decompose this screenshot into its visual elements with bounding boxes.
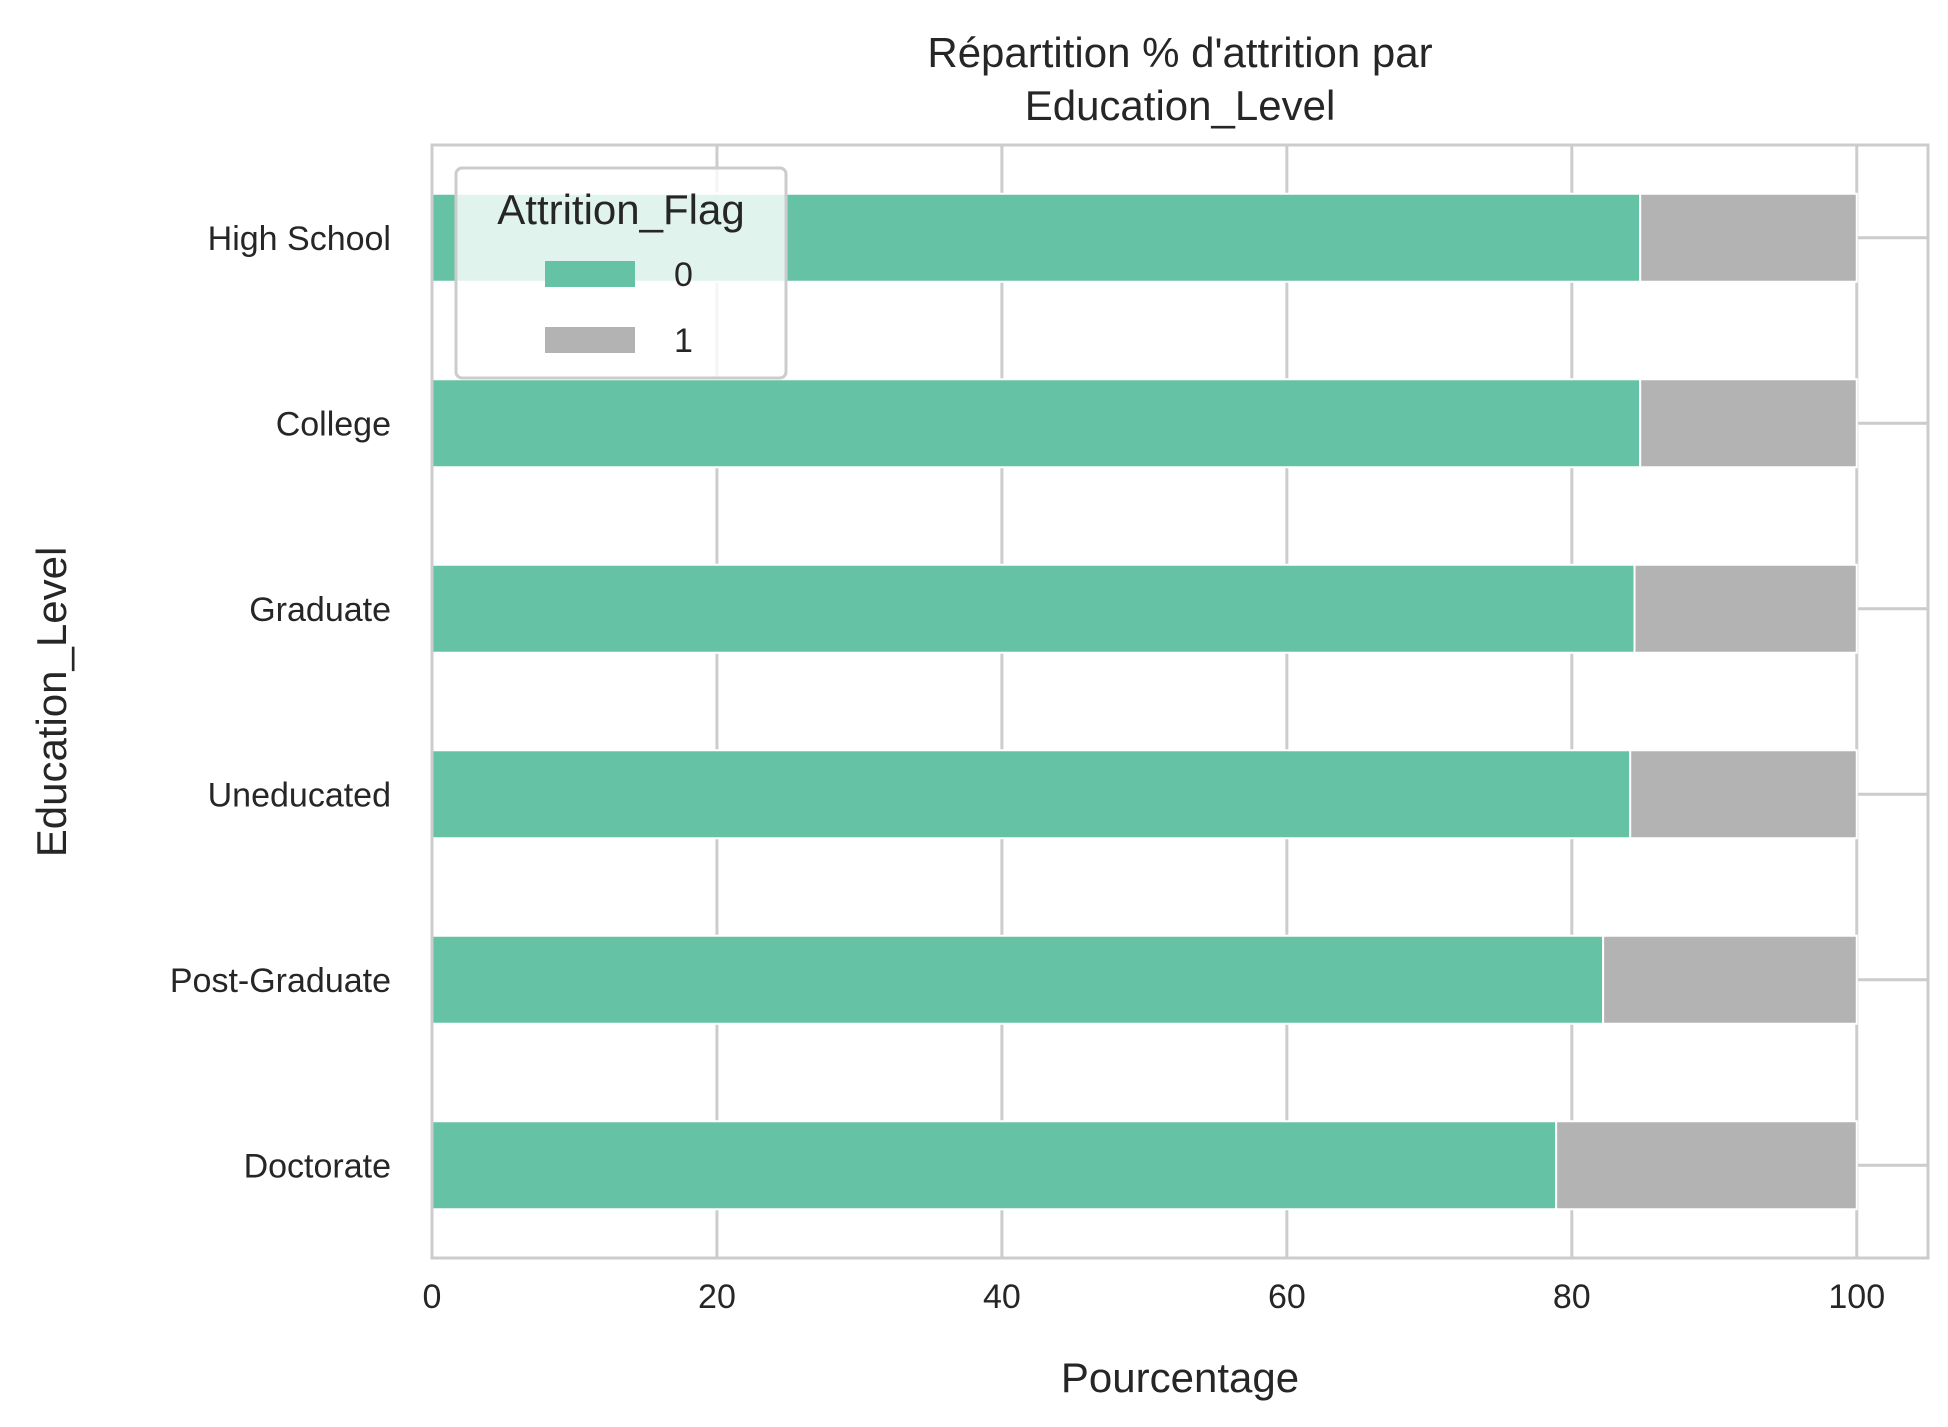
bar-segment-0 — [431, 1120, 1558, 1211]
legend-label-0: 0 — [674, 256, 693, 294]
x-axis-ticks: 0 20 40 60 80 100 — [423, 1278, 1886, 1316]
legend-label-1: 1 — [674, 322, 693, 360]
y-tick-label: College — [276, 405, 391, 443]
y-tick-label: Uneducated — [208, 776, 391, 814]
bar-segment-1 — [1629, 749, 1858, 840]
legend-title: Attrition_Flag — [497, 186, 744, 233]
bar-segment-0 — [431, 378, 1642, 469]
legend-swatch-0 — [545, 261, 635, 287]
bar-segment-1 — [1602, 934, 1858, 1025]
x-tick-label: 60 — [1268, 1278, 1306, 1316]
bar-segment-1 — [1555, 1120, 1858, 1211]
bar-segment-0 — [431, 934, 1605, 1025]
x-tick-label: 20 — [698, 1278, 736, 1316]
legend: Attrition_Flag 0 1 — [454, 166, 788, 380]
y-tick-label: Doctorate — [244, 1147, 391, 1185]
plot-frame — [430, 143, 1930, 1260]
x-axis-label: Pourcentage — [1061, 1354, 1299, 1401]
y-axis-ticks: High School College Graduate Uneducated Post… — [170, 220, 391, 1186]
y-axis-label: Education_Level — [28, 547, 75, 858]
chart-title-line: Education_Level — [1025, 82, 1336, 129]
legend-swatch-1 — [545, 327, 635, 353]
bar-segment-0 — [431, 563, 1636, 654]
x-tick-label: 0 — [423, 1278, 442, 1316]
x-tick-label: 40 — [983, 1278, 1021, 1316]
bar-segment-1 — [1639, 378, 1858, 469]
y-tick-label: High School — [208, 220, 391, 258]
y-tick-label: Graduate — [249, 591, 391, 629]
chart-title-line: Répartition % d'attrition par — [927, 29, 1432, 76]
x-tick-label: 80 — [1553, 1278, 1591, 1316]
bar-segment-0 — [431, 749, 1632, 840]
y-tick-label: Post-Graduate — [170, 962, 391, 1000]
chart-title: Répartition % d'attrition par Education_L… — [927, 29, 1432, 129]
bar-segment-1 — [1633, 563, 1858, 654]
x-tick-label: 100 — [1828, 1278, 1885, 1316]
bar-segment-1 — [1639, 192, 1858, 283]
